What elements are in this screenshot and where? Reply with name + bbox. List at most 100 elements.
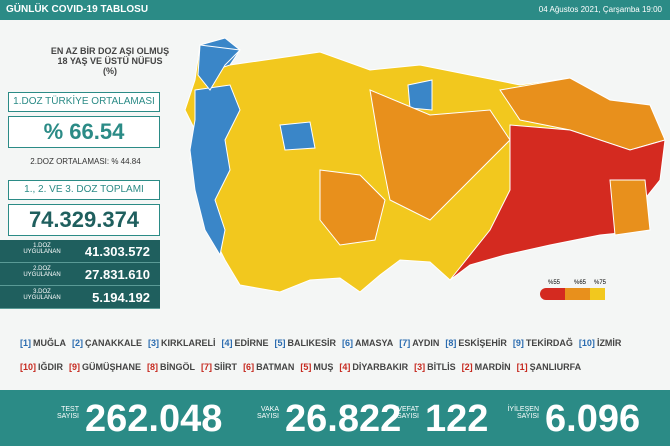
province-name: MARDİN bbox=[474, 362, 511, 372]
dose-row: 3.DOZ UYGULANAN 5.194.192 bbox=[0, 286, 160, 309]
province-name: İZMİR bbox=[596, 338, 622, 348]
province: [4] EDİRNE bbox=[222, 338, 271, 348]
stat-value: 26.822 bbox=[285, 398, 402, 440]
dose-label: 1.DOZ UYGULANAN bbox=[23, 243, 61, 255]
province: [10] IĞDIR bbox=[20, 362, 65, 372]
province-rank: [7] bbox=[399, 338, 411, 348]
stat: TEST SAYISI 262.048 bbox=[57, 398, 223, 441]
province-rank: [3] bbox=[414, 362, 426, 372]
province-rank: [2] bbox=[72, 338, 83, 348]
province: [1] ŞANLIURFA bbox=[517, 362, 584, 372]
map-region bbox=[279, 121, 316, 151]
province: [7] SİİRT bbox=[201, 362, 239, 372]
top-list: [1] MUĞLA [2] ÇANAKKALE [3] KIRKLARELİ [4] EDİR… bbox=[20, 338, 627, 348]
province-rank: [4] bbox=[339, 362, 351, 372]
province-rank: [6] bbox=[243, 362, 255, 372]
dose-value: 41.303.572 bbox=[84, 244, 150, 259]
first-dose-value: % 66.54 bbox=[8, 116, 160, 148]
stat-value: 122 bbox=[425, 398, 489, 440]
province: [2] MARDİN bbox=[462, 362, 513, 372]
province-rank: [10] bbox=[20, 362, 37, 372]
header: GÜNLÜK COVID-19 TABLOSU 04 Ağustos 2021,… bbox=[0, 0, 670, 20]
province-rank: [5] bbox=[300, 362, 312, 372]
legend-label: %55 bbox=[548, 280, 561, 286]
province-rank: [9] bbox=[512, 338, 524, 348]
stats-band: TEST SAYISI 262.048 VAKA SAYISI 26.822 VEFAT… bbox=[0, 390, 670, 446]
province-name: ÇANAKKALE bbox=[85, 338, 142, 348]
province: [2] ÇANAKKALE bbox=[72, 338, 144, 348]
province-name: EDİRNE bbox=[234, 338, 269, 348]
province: [10] İZMİR bbox=[579, 338, 624, 348]
map-region bbox=[197, 44, 242, 91]
province: [5] MUŞ bbox=[300, 362, 335, 372]
province: [8] BİNGÖL bbox=[147, 362, 197, 372]
legend-bar bbox=[565, 288, 590, 300]
province-name: DİYARBAKIR bbox=[352, 362, 409, 372]
stat-label: İYİLEŞEN SAYISI bbox=[507, 406, 539, 420]
province-name: BATMAN bbox=[256, 362, 295, 372]
bottom-list: [10] IĞDIR [9] GÜMÜŞHANE [8] BİNGÖL [7] SİİRT [6… bbox=[20, 362, 587, 372]
province: [9] TEKİRDAĞ bbox=[513, 338, 575, 348]
map-region bbox=[449, 124, 666, 281]
province: [3] KIRKLARELİ bbox=[148, 338, 218, 348]
total-value: 74.329.374 bbox=[8, 204, 160, 236]
province-name: MUĞLA bbox=[33, 338, 66, 348]
province: [4] DİYARBAKIR bbox=[339, 362, 410, 372]
dose-row: 1.DOZ UYGULANAN 41.303.572 bbox=[0, 240, 160, 263]
date: 04 Ağustos 2021, Çarşamba 19:00 bbox=[538, 5, 662, 14]
province-rank: [9] bbox=[69, 362, 81, 372]
province-rank: [2] bbox=[461, 362, 473, 372]
province: [1] MUĞLA bbox=[20, 338, 68, 348]
province-name: AMASYA bbox=[355, 338, 394, 348]
province: [5] BALIKESİR bbox=[275, 338, 339, 348]
province-name: TEKİRDAĞ bbox=[525, 338, 573, 348]
stat-value: 262.048 bbox=[85, 398, 223, 440]
first-dose-label: 1.DOZ TÜRKİYE ORTALAMASI bbox=[8, 92, 160, 112]
stat: VAKA SAYISI 26.822 bbox=[257, 398, 402, 441]
map-region bbox=[189, 84, 241, 257]
province-name: AYDIN bbox=[412, 338, 440, 348]
dose-label: 2.DOZ UYGULANAN bbox=[23, 266, 61, 278]
province-name: BİNGÖL bbox=[160, 362, 196, 372]
stat: İYİLEŞEN SAYISI 6.096 bbox=[507, 398, 640, 441]
province-name: ŞANLIURFA bbox=[529, 362, 582, 372]
province-name: ESKİŞEHİR bbox=[458, 338, 507, 348]
province-name: KIRKLARELİ bbox=[161, 338, 216, 348]
province: [7] AYDIN bbox=[399, 338, 441, 348]
map-region bbox=[407, 79, 433, 111]
vaccine-heading: EN AZ BİR DOZ AŞI OLMUŞ 18 YAŞ VE ÜSTÜ N… bbox=[50, 46, 170, 76]
dose-row: 2.DOZ UYGULANAN 27.831.610 bbox=[0, 263, 160, 286]
province-rank: [4] bbox=[221, 338, 233, 348]
stat-label: VAKA SAYISI bbox=[256, 406, 279, 420]
stat: VEFAT SAYISI 122 bbox=[397, 398, 489, 441]
province-name: GÜMÜŞHANE bbox=[82, 362, 142, 372]
map-region bbox=[369, 89, 511, 221]
province-rank: [7] bbox=[201, 362, 213, 372]
second-dose: 2.DOZ ORTALAMASI: % 44.84 bbox=[30, 157, 141, 166]
stat-label: TEST SAYISI bbox=[56, 406, 79, 420]
total-label: 1., 2. VE 3. DOZ TOPLAMI bbox=[8, 180, 160, 200]
stat-label: VEFAT SAYISI bbox=[396, 406, 419, 420]
province-name: BALIKESİR bbox=[287, 338, 337, 348]
province-name: SİİRT bbox=[214, 362, 238, 372]
legend-label: %65 bbox=[574, 280, 587, 286]
province-rank: [1] bbox=[516, 362, 528, 372]
legend-bar bbox=[590, 288, 605, 300]
province-rank: [6] bbox=[342, 338, 354, 348]
province: [8] ESKİŞEHİR bbox=[445, 338, 509, 348]
province-rank: [3] bbox=[148, 338, 159, 348]
province-rank: [5] bbox=[274, 338, 286, 348]
province-rank: [1] bbox=[20, 338, 31, 348]
province: [3] BİTLİS bbox=[414, 362, 458, 372]
map-region bbox=[609, 179, 651, 236]
map-region bbox=[319, 169, 386, 246]
province-rank: [10] bbox=[578, 338, 595, 348]
province: [9] GÜMÜŞHANE bbox=[69, 362, 143, 372]
province: [6] AMASYA bbox=[342, 338, 395, 348]
province-rank: [8] bbox=[147, 362, 159, 372]
map: %55 %65 %75 bbox=[184, 37, 666, 300]
province-name: IĞDIR bbox=[38, 362, 64, 372]
province-name: BİTLİS bbox=[427, 362, 456, 372]
province-rank: [8] bbox=[445, 338, 457, 348]
